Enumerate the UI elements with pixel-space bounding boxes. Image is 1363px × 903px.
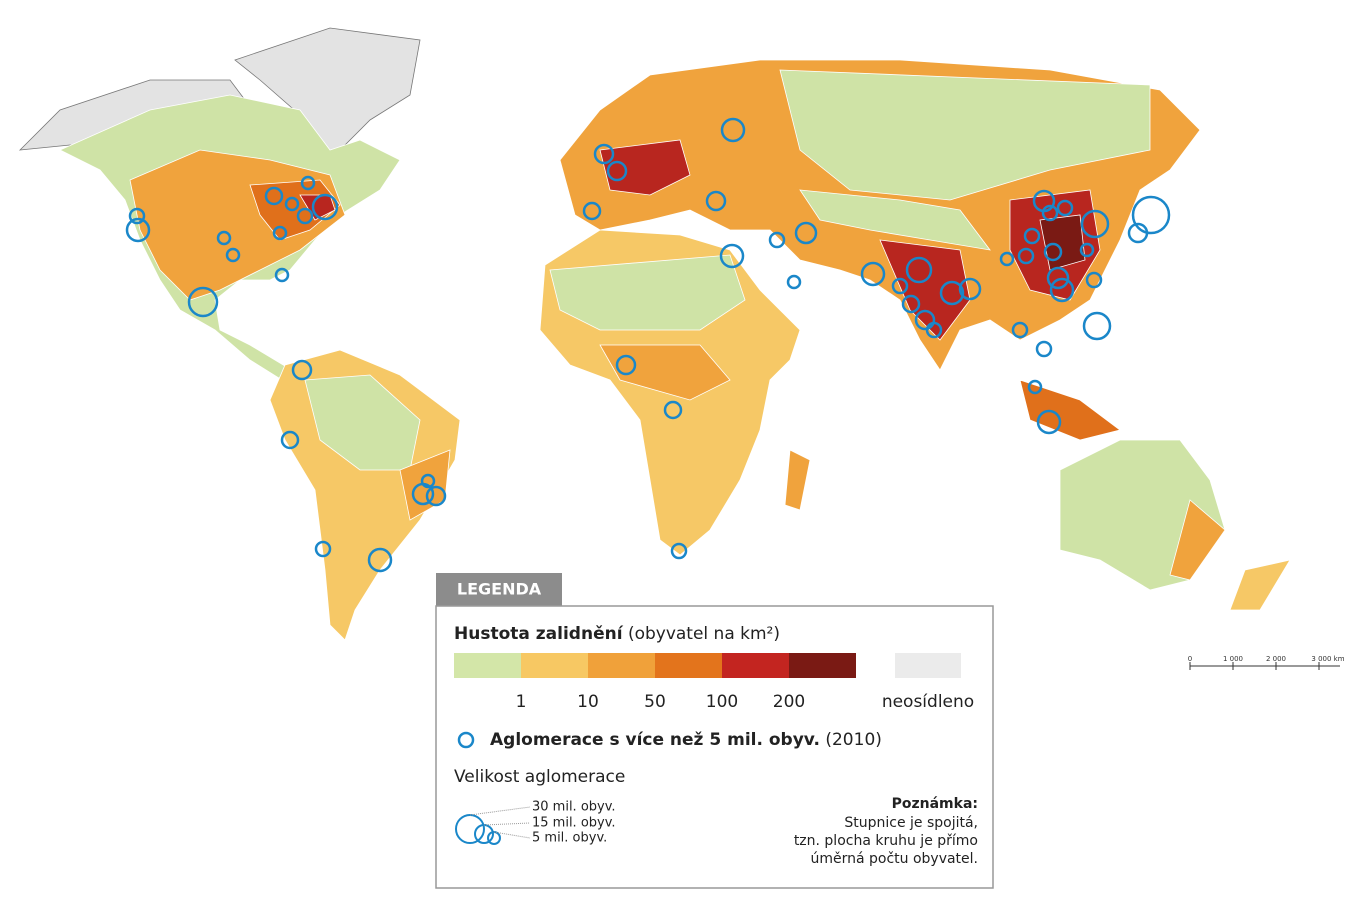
scale-label: 3 000 km <box>1311 655 1344 663</box>
size-label: 30 mil. obyv. <box>532 800 616 815</box>
scale-label: 2 000 <box>1266 655 1286 663</box>
density-unit: (obyvatel na km²) <box>628 624 780 644</box>
agglomerations <box>125 117 1171 573</box>
break-label: 10 <box>577 692 599 712</box>
legend-tab: LEGENDA <box>457 580 542 599</box>
scale-bar: 0 1 000 2 000 3 000 km <box>1188 655 1345 670</box>
note-line: tzn. plocha kruhu je přímo <box>794 833 978 849</box>
agglomeration-year: (2010) <box>825 730 882 750</box>
scale-label: 0 <box>1188 655 1192 663</box>
scale-label: 1 000 <box>1223 655 1243 663</box>
break-label: 1 <box>516 692 527 712</box>
break-label: 50 <box>644 692 666 712</box>
size-label: 5 mil. obyv. <box>532 831 607 846</box>
legend: LEGENDA Hustota zalidnění (obyvatel na k… <box>435 573 994 889</box>
note-title: Poznámka: <box>892 796 978 812</box>
agglomeration-label: Aglomerace s více než 5 mil. obyv. (2010… <box>490 730 882 750</box>
size-label: 15 mil. obyv. <box>532 816 616 831</box>
continents <box>18 27 1291 641</box>
break-label: 200 <box>773 692 805 712</box>
density-title: Hustota zalidnění <box>454 624 624 644</box>
agglomeration-text: Aglomerace s více než 5 mil. obyv. <box>490 730 820 750</box>
note-line: úměrná počtu obyvatel. <box>810 851 978 867</box>
legend-title: Hustota zalidnění (obyvatel na km²) <box>454 624 780 644</box>
note-line: Stupnice je spojitá, <box>844 815 978 831</box>
break-label: 100 <box>706 692 738 712</box>
size-title: Velikost aglomerace <box>454 767 625 787</box>
unsettled-label: neosídleno <box>882 692 974 712</box>
